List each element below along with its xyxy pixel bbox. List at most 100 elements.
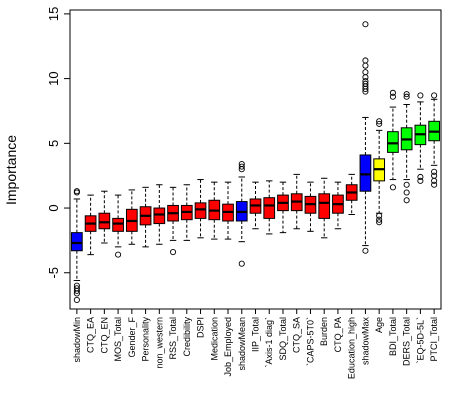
outlier-point	[389, 184, 396, 191]
x-tick-label: `CAPS-5T0`	[305, 317, 315, 366]
box-age	[373, 118, 386, 226]
y-tick-label: 10	[46, 71, 61, 85]
x-tick-label: SDQ_Total	[278, 317, 288, 361]
box-dspi	[194, 179, 207, 239]
plot-frame	[69, 9, 442, 310]
x-axis: shadowMin CTQ_EA CTQ_EN MOS_Total Gender_F Pe…	[72, 309, 439, 379]
box-medication	[208, 181, 221, 240]
outlier-point	[73, 290, 80, 297]
box-axis-1-diag	[263, 180, 276, 235]
outlier-point	[376, 219, 383, 226]
box-mos-total	[112, 194, 124, 258]
outlier-point	[238, 260, 245, 267]
outlier-point	[362, 69, 369, 76]
outlier-point	[73, 287, 80, 294]
box-non-western	[153, 184, 166, 245]
y-tick-label: 15	[46, 7, 61, 21]
outlier-point	[389, 89, 396, 96]
box-body	[359, 154, 372, 192]
y-tick-label: 0	[46, 204, 61, 211]
outlier-point	[362, 247, 369, 254]
outlier-point	[403, 197, 410, 204]
box-gender-f	[125, 189, 138, 245]
box-education-high	[345, 173, 358, 216]
box-ptci-total	[428, 92, 440, 188]
box-rss-total	[167, 186, 179, 256]
y-tick-label: -5	[46, 267, 61, 279]
x-tick-label: BDI_Total	[388, 317, 398, 356]
x-tick-label: `EQ-5D-5L`	[415, 317, 425, 364]
x-tick-label: non_western	[154, 317, 164, 369]
outlier-point	[73, 188, 80, 195]
outlier-point	[115, 251, 122, 258]
x-tick-label: IIP_Total	[251, 317, 261, 352]
x-tick-label: CTQ_SA	[292, 317, 302, 353]
y-axis-title: Importance	[3, 135, 19, 205]
outlier-point	[238, 160, 245, 168]
outlier-point	[417, 173, 424, 181]
outlier-point	[389, 93, 396, 100]
x-tick-label: shadowMean	[237, 317, 247, 371]
box-body	[112, 217, 124, 232]
box-body	[318, 193, 331, 219]
box-ders-total	[400, 91, 413, 204]
box-caps-5t0	[304, 181, 317, 232]
box-body	[98, 212, 111, 230]
outlier-point	[431, 92, 438, 99]
x-tick-label: CTQ_EN	[99, 317, 109, 354]
box-burden	[318, 177, 331, 239]
outlier-point	[376, 118, 383, 125]
outlier-point	[376, 216, 383, 223]
x-tick-label: shadowMin	[72, 317, 82, 363]
outlier-point	[431, 177, 438, 184]
outlier-point	[362, 80, 369, 87]
x-tick-label: Medication	[209, 317, 219, 361]
x-tick-label: RSS_Total	[168, 317, 178, 360]
outlier-point	[376, 120, 383, 127]
outlier-point	[417, 177, 424, 184]
box-shadowmean	[235, 160, 248, 267]
outlier-point	[170, 248, 177, 256]
outlier-point	[431, 172, 438, 179]
outlier-point	[362, 62, 369, 69]
outlier-point	[431, 168, 438, 175]
x-tick-label: Credibility	[182, 317, 192, 357]
x-tick-label: Age	[374, 317, 384, 333]
box-series	[71, 21, 440, 303]
x-tick-label: Personality	[141, 317, 151, 362]
box-personality	[139, 186, 152, 248]
outlier-point	[376, 212, 383, 219]
x-tick-label: `Axis-1 diag`	[264, 317, 274, 368]
x-tick-label: MOS_Total	[113, 317, 123, 362]
x-tick-label: DERS_Total	[402, 317, 412, 366]
box-ctq-en	[98, 190, 111, 244]
x-tick-label: DSPI	[196, 317, 206, 338]
box-eq-5d-5l	[414, 92, 427, 184]
x-tick-label: Job_Employed	[223, 317, 233, 377]
outlier-point	[362, 21, 369, 28]
x-tick-label: shadowMax	[360, 317, 370, 366]
y-tick-label: 5	[46, 140, 61, 147]
box-credibility	[180, 184, 193, 241]
box-shadowmax	[359, 21, 372, 254]
outlier-point	[238, 163, 245, 170]
outlier-point	[403, 91, 410, 98]
outlier-point	[431, 181, 438, 188]
box-shadowmin	[71, 188, 83, 303]
outlier-point	[73, 296, 80, 303]
box-body	[153, 207, 166, 225]
box-body	[263, 197, 276, 219]
outlier-point	[362, 78, 369, 85]
outlier-point	[362, 57, 369, 64]
box-job-employed	[222, 181, 234, 240]
box-body	[194, 202, 207, 219]
outlier-point	[403, 181, 410, 188]
box-ctq-ea	[84, 194, 97, 256]
x-tick-label: CTQ_EA	[86, 317, 96, 353]
outlier-point	[362, 74, 369, 81]
outlier-point	[403, 189, 410, 196]
outlier-point	[417, 92, 424, 99]
box-bdi-total	[387, 89, 399, 191]
box-body	[387, 131, 399, 153]
box-body	[71, 232, 83, 252]
